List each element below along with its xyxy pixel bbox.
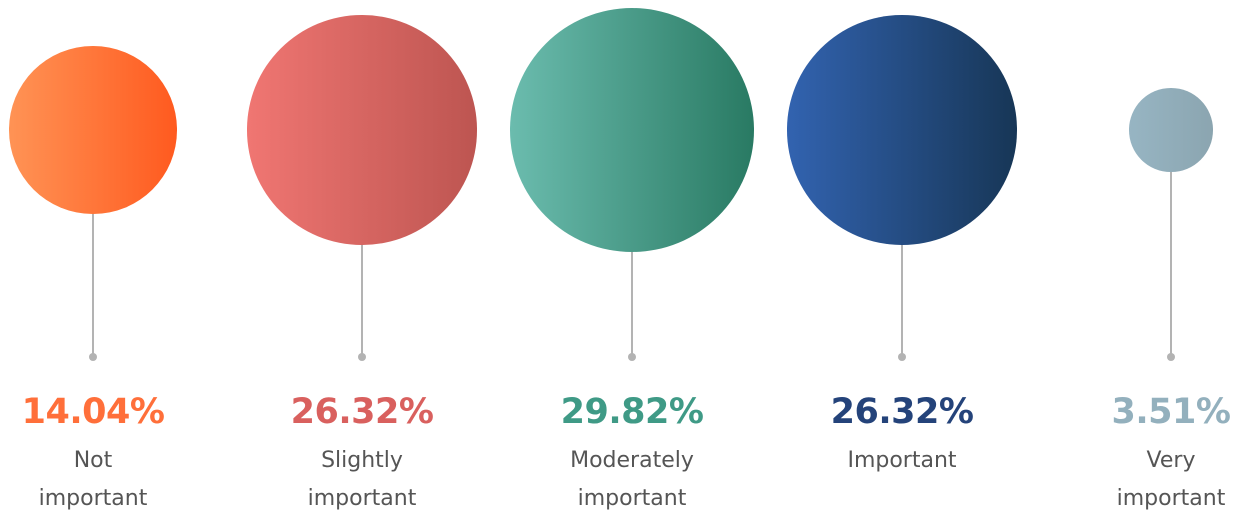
bubble xyxy=(510,8,754,252)
bubble xyxy=(1129,88,1213,172)
value-label: 14.04% xyxy=(0,388,203,436)
category-label-line: important xyxy=(0,480,203,518)
bubble-item: 26.32% Important xyxy=(792,0,1012,518)
bubble-item: 29.82% Moderately important xyxy=(522,0,742,518)
bubble xyxy=(9,46,176,213)
category-label: Slightly important xyxy=(252,442,472,518)
bubble xyxy=(787,15,1016,244)
category-label: Important xyxy=(792,442,1012,480)
bubble-item: 26.32% Slightly important xyxy=(252,0,472,518)
category-label-line: important xyxy=(252,480,472,518)
category-label: Not important xyxy=(0,442,203,518)
value-label: 29.82% xyxy=(522,388,742,436)
bubble-item: 14.04% Not important xyxy=(0,0,203,518)
bubble-item: 3.51% Very important xyxy=(1061,0,1243,518)
category-label-line: Moderately xyxy=(522,442,742,480)
category-label-line: important xyxy=(1061,480,1243,518)
stem-dot xyxy=(89,353,97,361)
value-label: 26.32% xyxy=(792,388,1012,436)
category-label-line: Very xyxy=(1061,442,1243,480)
value-label: 3.51% xyxy=(1061,388,1243,436)
bubble xyxy=(247,15,476,244)
category-label-line: important xyxy=(522,480,742,518)
stem-dot xyxy=(628,353,636,361)
category-label-line: Not xyxy=(0,442,203,480)
value-label: 26.32% xyxy=(252,388,472,436)
category-label: Very important xyxy=(1061,442,1243,518)
category-label: Moderately important xyxy=(522,442,742,518)
stem-dot xyxy=(1167,353,1175,361)
category-label-line: Important xyxy=(792,442,1012,480)
stem-dot xyxy=(898,353,906,361)
stem-dot xyxy=(358,353,366,361)
category-label-line: Slightly xyxy=(252,442,472,480)
